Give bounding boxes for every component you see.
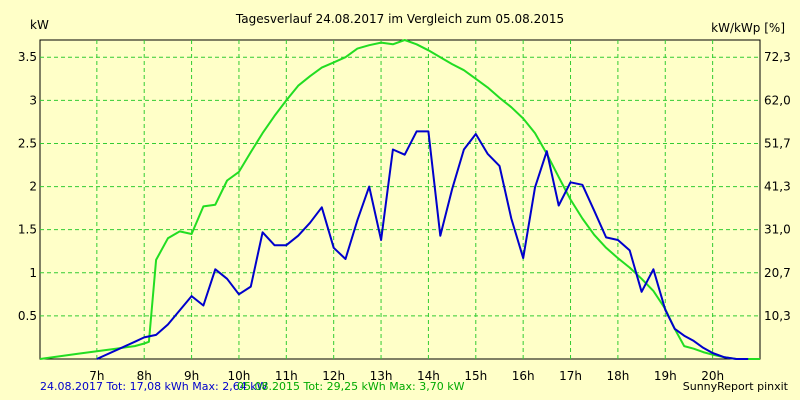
y-tick-label-left: 2 bbox=[29, 180, 37, 194]
y-tick-label-right: 31,0 bbox=[764, 223, 791, 237]
y-tick-label-right: 72,3 bbox=[764, 50, 791, 64]
x-tick-label: 10h bbox=[228, 369, 251, 383]
y-axis-label-right: kW/kWp [%] bbox=[711, 21, 785, 35]
y-tick-label-left: 3 bbox=[29, 93, 37, 107]
x-tick-label: 20h bbox=[701, 369, 724, 383]
y-tick-label-left: 2.5 bbox=[18, 136, 37, 150]
x-tick-label: 11h bbox=[275, 369, 298, 383]
y-tick-label-left: 1 bbox=[29, 266, 37, 280]
x-tick-label: 15h bbox=[464, 369, 487, 383]
y-tick-label-left: 3.5 bbox=[18, 50, 37, 64]
grid bbox=[40, 40, 760, 359]
series-line-green bbox=[39, 39, 760, 360]
y-tick-label-right: 20,7 bbox=[764, 266, 791, 280]
x-tick-label: 14h bbox=[417, 369, 440, 383]
y-tick-label-right: 41,3 bbox=[764, 180, 791, 194]
y-tick-label-right: 51,7 bbox=[764, 136, 791, 150]
x-tick-label: 18h bbox=[606, 369, 629, 383]
y-axis-label-left: kW bbox=[30, 18, 49, 32]
x-tick-label: 9h bbox=[184, 369, 199, 383]
y-tick-label-right: 10,3 bbox=[764, 309, 791, 323]
footer-credit: SunnyReport pinxit bbox=[682, 380, 788, 393]
chart-title: Tagesverlauf 24.08.2017 im Vergleich zum… bbox=[235, 12, 564, 26]
series-line-blue bbox=[96, 130, 749, 360]
series-layer bbox=[39, 39, 760, 360]
x-tick-label: 17h bbox=[559, 369, 582, 383]
x-tick-label: 19h bbox=[654, 369, 677, 383]
x-tick-label: 16h bbox=[512, 369, 535, 383]
y-tick-label-right: 62,0 bbox=[764, 93, 791, 107]
plot-area bbox=[39, 39, 761, 360]
footer-blue-summary: 24.08.2017 Tot: 17,08 kWh Max: 2,64 kW bbox=[40, 380, 268, 393]
x-tick-label: 8h bbox=[137, 369, 152, 383]
x-tick-label: 13h bbox=[370, 369, 393, 383]
tick-labels: 7h 8h 9h 10h 11h 12h 13h 14h 15h 16h 17h 18h 19h 20h 0… bbox=[18, 50, 791, 383]
y-tick-label-left: 0.5 bbox=[18, 309, 37, 323]
x-tick-label: 7h bbox=[89, 369, 104, 383]
y-tick-label-left: 1.5 bbox=[18, 223, 37, 237]
x-tick-label: 12h bbox=[322, 369, 345, 383]
footer-green-summary: 05.08.2015 Tot: 29,25 kWh Max: 3,70 kW bbox=[237, 380, 465, 393]
